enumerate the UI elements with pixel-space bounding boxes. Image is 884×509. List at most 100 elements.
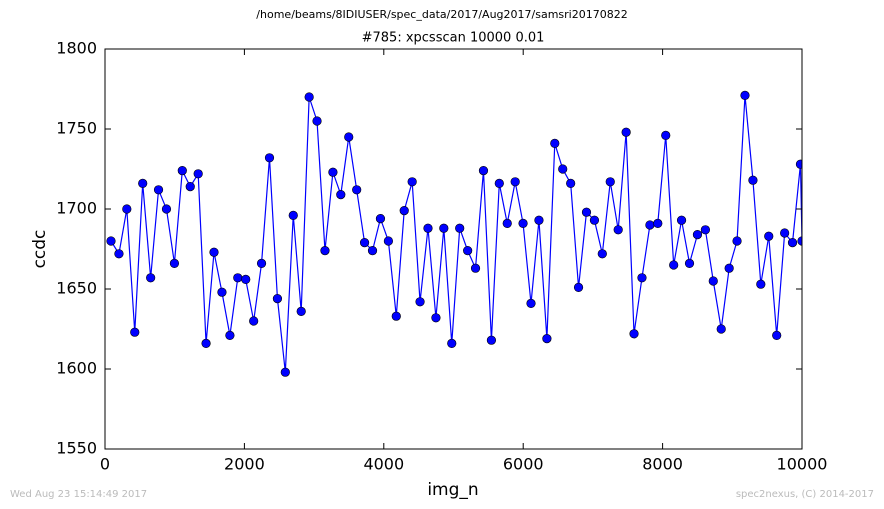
data-point xyxy=(312,116,322,126)
chart-title: #785: xpcsscan 10000 0.01 xyxy=(362,31,545,46)
data-point xyxy=(740,90,750,100)
data-point xyxy=(463,246,473,256)
data-point xyxy=(328,167,338,177)
data-point xyxy=(534,215,544,225)
data-point xyxy=(106,236,116,246)
data-point xyxy=(367,246,378,256)
data-point xyxy=(756,279,766,289)
x-axis-label: img_n xyxy=(427,480,478,500)
data-point xyxy=(732,236,742,246)
data-point xyxy=(478,166,489,176)
data-point xyxy=(661,130,671,140)
data-point xyxy=(423,223,433,233)
data-point xyxy=(272,294,283,304)
data-point xyxy=(669,260,679,270)
data-point xyxy=(431,313,441,323)
data-point xyxy=(336,190,346,200)
data-point xyxy=(502,218,512,228)
plot-area xyxy=(106,90,802,377)
x-tick-label: 8000 xyxy=(642,455,683,474)
data-point xyxy=(605,177,615,187)
data-point xyxy=(470,263,481,273)
data-point xyxy=(676,215,687,225)
data-point xyxy=(256,258,267,269)
x-tick-label: 0 xyxy=(100,455,110,474)
data-point xyxy=(185,182,195,192)
data-point xyxy=(597,249,607,259)
data-point xyxy=(573,282,584,293)
data-point xyxy=(114,249,124,259)
footer-credit: spec2nexus, (C) 2014-2017 xyxy=(736,489,874,500)
data-point xyxy=(589,215,600,225)
data-point xyxy=(716,324,726,334)
data-point xyxy=(320,246,330,256)
data-point xyxy=(217,287,227,297)
data-point xyxy=(161,204,172,214)
data-point xyxy=(304,92,314,102)
data-point xyxy=(241,274,251,285)
data-point xyxy=(629,329,639,339)
data-point xyxy=(383,236,394,246)
data-point xyxy=(344,132,354,142)
data-point xyxy=(772,330,782,341)
data-point xyxy=(169,258,180,269)
x-tick-label: 4000 xyxy=(363,455,404,474)
data-point xyxy=(138,178,148,188)
data-point xyxy=(455,223,465,233)
data-point xyxy=(542,334,552,344)
y-tick-label: 1600 xyxy=(56,359,97,378)
data-point xyxy=(352,185,362,195)
data-point xyxy=(153,185,164,195)
data-point xyxy=(233,273,243,283)
y-tick-label: 1700 xyxy=(56,199,97,218)
data-point xyxy=(280,367,290,377)
data-point xyxy=(795,159,802,169)
data-point xyxy=(518,218,528,228)
data-point xyxy=(122,204,132,214)
footer-date: Wed Aug 23 15:14:49 2017 xyxy=(10,489,147,500)
x-tick-label: 10000 xyxy=(777,455,828,474)
y-tick-label: 1800 xyxy=(56,39,97,58)
axes-frame xyxy=(104,48,803,450)
data-point xyxy=(700,225,710,235)
data-point xyxy=(708,276,718,286)
data-point xyxy=(613,225,623,235)
data-point xyxy=(359,238,370,248)
data-point xyxy=(637,273,647,283)
data-point xyxy=(146,273,156,283)
y-tick-label: 1650 xyxy=(56,279,97,298)
data-point xyxy=(566,178,576,188)
data-point xyxy=(558,164,568,174)
y-tick-label: 1550 xyxy=(56,439,97,458)
data-point xyxy=(748,175,758,185)
data-point xyxy=(201,338,211,349)
data-point xyxy=(550,138,560,148)
data-point xyxy=(264,153,275,163)
y-axis-label: ccdc xyxy=(30,230,50,269)
data-point xyxy=(692,230,703,240)
data-point xyxy=(130,327,140,337)
data-point xyxy=(510,177,520,187)
suptitle: /home/beams/8IDIUSER/spec_data/2017/Aug2… xyxy=(256,8,627,21)
data-point xyxy=(581,207,592,217)
data-point xyxy=(797,236,802,246)
data-point xyxy=(486,335,497,345)
data-point xyxy=(621,127,631,137)
data-point xyxy=(391,311,401,321)
data-point xyxy=(375,214,386,224)
data-point xyxy=(177,166,187,176)
data-point xyxy=(780,228,790,238)
data-point xyxy=(645,220,655,230)
data-point xyxy=(249,316,259,326)
data-point xyxy=(447,338,457,349)
data-point xyxy=(288,210,298,220)
x-tick-label: 6000 xyxy=(503,455,544,474)
data-point xyxy=(724,263,734,273)
data-point xyxy=(193,169,203,179)
data-point xyxy=(787,238,798,248)
data-point xyxy=(494,178,504,188)
data-point xyxy=(296,306,306,317)
data-point xyxy=(684,258,695,269)
y-tick-label: 1750 xyxy=(56,119,97,138)
